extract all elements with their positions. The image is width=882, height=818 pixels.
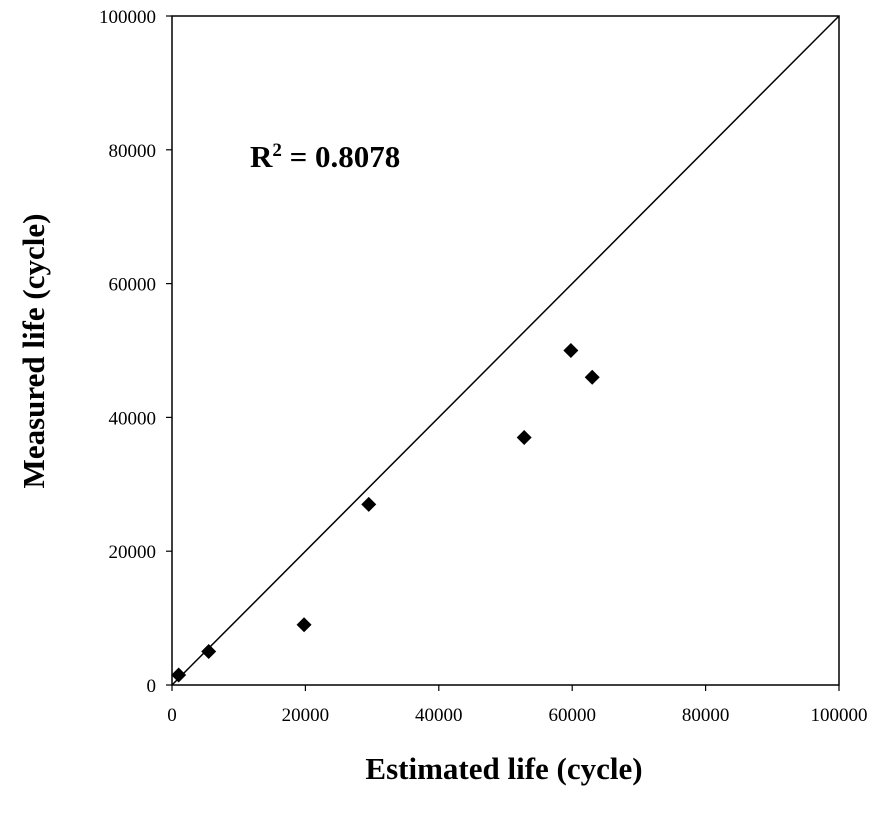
x-axis-title: Estimated life (cycle) — [365, 751, 642, 786]
y-tick-label: 80000 — [109, 141, 157, 162]
x-tick-label: 20000 — [282, 705, 330, 726]
r-squared-value: = 0.8078 — [282, 139, 400, 174]
r-squared-base: R — [250, 139, 273, 174]
data-point-diamond — [361, 496, 377, 512]
x-tick-label: 60000 — [548, 705, 596, 726]
y-axis-ticks: 0 20000 40000 60000 80000 100000 — [99, 7, 172, 697]
y-tick-label: 60000 — [109, 275, 157, 296]
data-point-diamond — [563, 343, 579, 358]
plot-area-frame — [171, 15, 840, 686]
data-point-diamond — [516, 429, 532, 445]
y-tick-label: 40000 — [109, 408, 157, 429]
y-tick-label: 0 — [147, 676, 157, 697]
y-tick-label: 20000 — [109, 542, 157, 563]
data-point-diamond — [296, 617, 312, 633]
data-point-diamond — [201, 644, 217, 660]
x-tick-label: 0 — [167, 705, 177, 726]
reference-line — [171, 15, 840, 686]
x-axis-ticks: 0 20000 40000 60000 80000 100000 — [167, 685, 868, 726]
y-tick-label: 100000 — [99, 7, 156, 28]
x-tick-label: 100000 — [811, 705, 868, 726]
y-axis-title: Measured life (cycle) — [16, 214, 51, 489]
x-tick-label: 40000 — [415, 705, 463, 726]
data-points — [171, 343, 600, 683]
r-squared-superscript: 2 — [272, 140, 282, 161]
data-point-diamond — [584, 369, 600, 385]
r-squared-annotation: R2 = 0.8078 — [250, 139, 400, 174]
x-tick-label: 80000 — [682, 705, 730, 726]
data-point-diamond — [171, 667, 187, 683]
